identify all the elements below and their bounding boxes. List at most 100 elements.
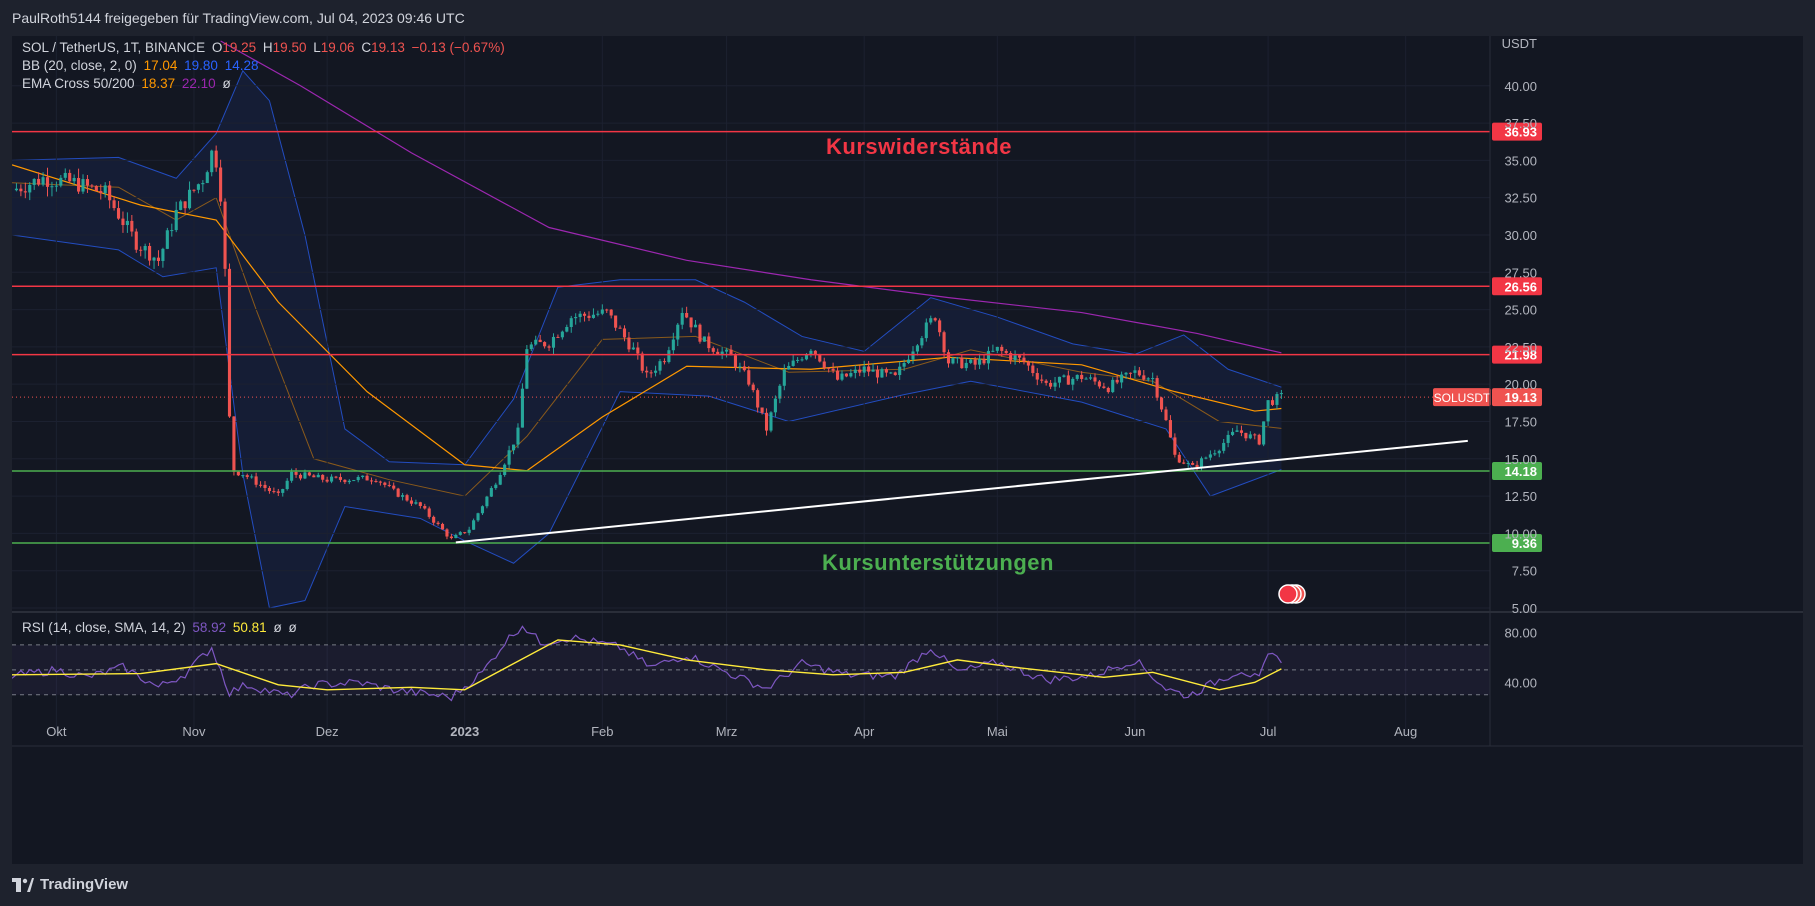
candle-body (59, 177, 63, 186)
candle-body (844, 373, 848, 377)
candle-body (1182, 462, 1186, 464)
candle-body (37, 178, 41, 185)
candle-body (210, 150, 214, 173)
candle-body (969, 359, 973, 363)
candle-body (658, 361, 662, 371)
candle-body (28, 184, 32, 193)
candle-body (1226, 434, 1230, 443)
candle-body (387, 484, 391, 486)
candle-body (853, 369, 857, 374)
candle-body (152, 257, 156, 261)
chart-canvas[interactable]: 36.93 26.56 21.98 14.18 9.36 SOLUSDT 19.13 USD… (12, 36, 1803, 864)
ema-extra: ø (222, 76, 231, 91)
symbol-label[interactable]: SOL / TetherUS, 1T, BINANCE (22, 40, 206, 55)
candle-body (285, 480, 289, 490)
candle-body (898, 366, 902, 376)
candle-body (875, 369, 880, 378)
ema-legend[interactable]: EMA Cross 50/200 18.37 22.10 ø (22, 76, 234, 91)
candle-body (1270, 400, 1275, 405)
candle-body (556, 336, 560, 338)
candle-body (902, 363, 906, 367)
high-label: H (262, 40, 273, 55)
candle-body (449, 536, 453, 539)
candle-body (1266, 400, 1270, 422)
candle-body (1044, 380, 1048, 383)
candle-body (134, 231, 138, 250)
candle-body (889, 372, 893, 374)
candle-body (578, 313, 582, 317)
candle-body (1142, 375, 1146, 380)
candle-body (498, 474, 502, 485)
time-tick-label: Mrz (716, 724, 738, 739)
candle-body (476, 513, 480, 521)
candle-body (1088, 377, 1093, 379)
candle-body (951, 358, 955, 364)
level-price-tag (1492, 345, 1542, 364)
candle-body (418, 502, 422, 507)
tradingview-logo[interactable]: TradingView (12, 876, 128, 893)
bb-label: BB (20, close, 2, 0) (22, 58, 137, 73)
candle-body (1151, 378, 1155, 380)
axes: USDT 40.00 37.50 35.00 32.50 30.00 27.50 25.00 2… (12, 36, 1803, 747)
candle-body (520, 388, 524, 428)
level-price-tag (1492, 122, 1542, 141)
candle-body (782, 369, 786, 386)
candle-body (1199, 458, 1204, 468)
candle-body (503, 464, 507, 475)
candle-body (440, 523, 445, 530)
candle-body (933, 318, 937, 321)
bb-lower-line (12, 234, 1282, 609)
candle-body (1053, 382, 1057, 387)
candle-body (880, 369, 884, 378)
candle-body (911, 351, 915, 360)
candle-body (587, 315, 591, 318)
candle-body (547, 346, 551, 348)
candle-body (250, 476, 254, 478)
candle-body (290, 471, 294, 481)
candle-body (130, 220, 134, 232)
candle-body (516, 427, 520, 445)
level-price-label: 26.56 (1504, 279, 1537, 294)
candle-body (1013, 355, 1017, 360)
candle-body (551, 336, 556, 348)
candle-body (1257, 434, 1261, 445)
candle-body (1275, 394, 1279, 405)
price-tick-label: 27.50 (1504, 265, 1537, 280)
support-trendline (455, 439, 1468, 544)
candle-body (1120, 374, 1124, 383)
candle-body (809, 350, 813, 355)
candle-body (769, 412, 773, 431)
price-tick-label: 40.00 (1504, 79, 1537, 94)
candle-body (383, 482, 387, 485)
candle-body (472, 520, 476, 530)
close-label: C (361, 40, 372, 55)
rsi-label: RSI (14, close, SMA, 14, 2) (22, 620, 186, 635)
footer-bar (0, 864, 1815, 906)
time-tick-label: Mai (987, 724, 1008, 739)
candle-body (1004, 350, 1008, 354)
close-value: 19.13 (371, 40, 405, 55)
bb-legend[interactable]: BB (20, close, 2, 0) 17.04 19.80 14.28 (22, 58, 262, 73)
candle-body (662, 361, 667, 363)
candle-body (1186, 462, 1190, 464)
candle-body (1080, 374, 1084, 379)
candle-body (103, 185, 107, 194)
candle-body (671, 339, 675, 351)
candle-body (405, 495, 409, 501)
candle-body (41, 177, 45, 185)
candle-body (409, 500, 414, 504)
candle-body (560, 331, 564, 338)
low-value: 19.06 (320, 40, 355, 55)
candle-body (813, 350, 817, 355)
candle-body (432, 516, 436, 523)
candle-body (396, 488, 400, 497)
candle-body (214, 150, 218, 168)
candle-body (596, 313, 600, 315)
candle-body (454, 534, 458, 539)
candle-body (227, 268, 232, 417)
candle-body (702, 336, 706, 342)
rsi-tick-label: 80.00 (1504, 625, 1537, 640)
price-unit-label: USDT (1502, 36, 1537, 51)
candle-body (1071, 378, 1075, 385)
rsi-legend[interactable]: RSI (14, close, SMA, 14, 2) 58.92 50.81 … (22, 620, 300, 635)
